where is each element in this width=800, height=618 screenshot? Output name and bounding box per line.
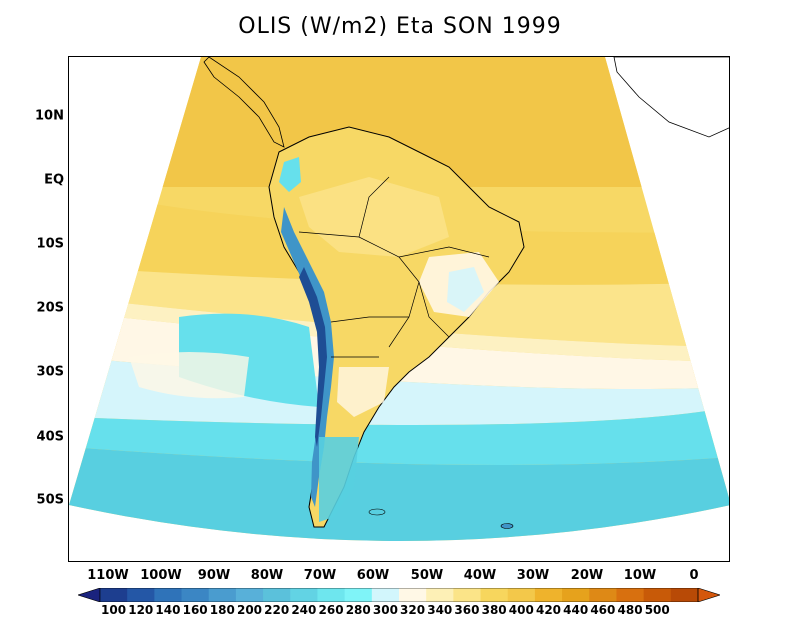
colorbar-segment [480, 588, 509, 602]
colorbar-segment [290, 588, 318, 602]
patch-pale-west [129, 352, 249, 399]
andes-north [279, 157, 301, 192]
colorbar-segment [399, 588, 427, 602]
map-title: OLIS (W/m2) Eta SON 1999 [238, 14, 562, 39]
colorbar-segment [154, 588, 183, 602]
lon-label-20w: 20W [570, 568, 604, 583]
colorbar-label: 480 [617, 603, 643, 617]
colorbar-label: 120 [128, 603, 154, 617]
colorbar-segment [643, 588, 672, 602]
andes-ridge [281, 207, 334, 507]
colorbar-label: 360 [454, 603, 480, 617]
colorbar-segment [589, 588, 617, 602]
colorbar-segment [263, 588, 291, 602]
lon-label-0: 0 [689, 568, 699, 583]
colorbar-label: 220 [264, 603, 290, 617]
central-america-land [203, 57, 285, 148]
colorbar-segment [317, 588, 346, 602]
colorbar-label: 380 [481, 603, 507, 617]
andes-core [299, 267, 327, 447]
colorbar-segment [670, 588, 699, 602]
colorbar-labels: 100 120 140 160 180 200 220 240 260 280 300 320 340 3… [0, 603, 800, 618]
colorbar-label: 160 [182, 603, 208, 617]
colorbar-label: 100 [101, 603, 127, 617]
colorbar-label: 300 [372, 603, 398, 617]
map-frame [68, 56, 730, 562]
colorbar-segment [235, 588, 264, 602]
colorbar-segment [371, 588, 400, 602]
colorbar-label: 140 [155, 603, 181, 617]
lat-label-10s: 10S [36, 236, 64, 252]
band-cyan [69, 407, 729, 465]
colorbar [78, 588, 720, 602]
lat-label-20s: 20S [36, 300, 64, 316]
colorbar-segment [127, 588, 155, 602]
amazon-light [299, 177, 449, 257]
brazil-highland-pale [447, 267, 484, 312]
lon-label-60w: 60W [356, 568, 390, 583]
lon-label-50w: 50W [410, 568, 444, 583]
colorbar-segment [426, 588, 454, 602]
colorbar-label: 460 [590, 603, 616, 617]
colorbar-arrow-left [78, 588, 101, 602]
country-borders [298, 176, 490, 358]
africa-land [613, 57, 729, 138]
lat-label-50s: 50S [36, 492, 64, 508]
colorbar-segment [534, 588, 563, 602]
lon-label-110w: 110W [87, 568, 129, 583]
colorbar-label: 180 [209, 603, 235, 617]
lon-label-70w: 70W [303, 568, 337, 583]
lon-label-10w: 10W [623, 568, 657, 583]
patagonia-cyan [319, 437, 359, 522]
argentina-pale [337, 367, 389, 417]
colorbar-label: 320 [400, 603, 426, 617]
lat-label-40s: 40S [36, 429, 64, 445]
colorbar-label: 200 [236, 603, 263, 617]
colorbar-segment [100, 588, 128, 602]
south-georgia [500, 523, 514, 529]
map-canvas [69, 57, 729, 541]
falkland-islands [368, 508, 386, 516]
colorbar-segment [181, 588, 210, 602]
lat-label-30s: 30S [36, 364, 64, 380]
colorbar-label: 240 [291, 603, 317, 617]
colorbar-outline [99, 588, 699, 602]
lon-label-100w: 100W [140, 568, 182, 583]
lon-label-40w: 40W [463, 568, 497, 583]
colorbar-label: 400 [508, 603, 534, 617]
lon-label-30w: 30W [516, 568, 550, 583]
colorbar-segment [344, 588, 373, 602]
colorbar-arrow-right [697, 588, 720, 602]
colorbar-label: 260 [318, 603, 344, 617]
colorbar-label: 340 [427, 603, 453, 617]
lat-label-10n: 10N [35, 108, 64, 124]
lon-label-90w: 90W [197, 568, 231, 583]
colorbar-segment [453, 588, 482, 602]
band-teal [69, 447, 729, 541]
colorbar-label: 420 [535, 603, 562, 617]
colorbar-segment [507, 588, 536, 602]
colorbar-segment [562, 588, 590, 602]
colorbar-label: 500 [644, 603, 670, 617]
colorbar-segment [208, 588, 237, 602]
colorbar-label: 440 [563, 603, 589, 617]
lat-label-eq: EQ [44, 172, 64, 188]
lon-label-80w: 80W [250, 568, 284, 583]
colorbar-segment [616, 588, 645, 602]
colorbar-label: 280 [345, 603, 371, 617]
